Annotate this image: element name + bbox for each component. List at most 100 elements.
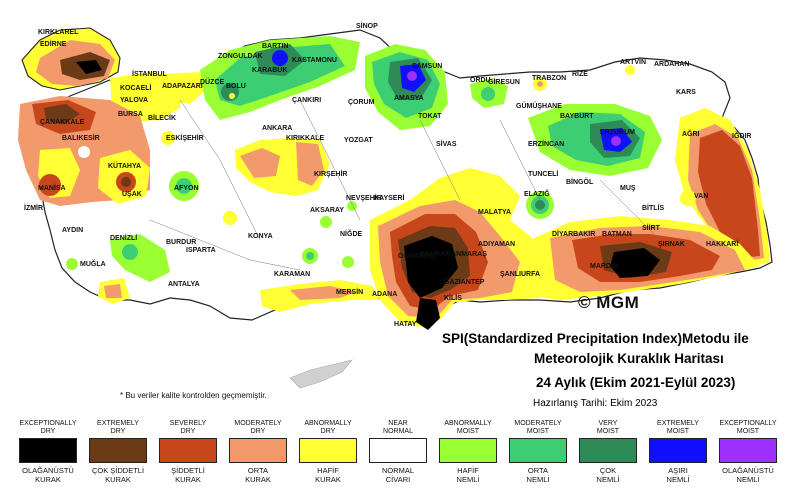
city-yalova: YALOVA [120, 97, 148, 104]
city-antalya: ANTALYA [168, 281, 200, 288]
city-nigde: NİĞDE [340, 229, 363, 238]
city-trabzon: TRABZON [532, 75, 566, 82]
city-cankiri: ÇANKIRI [292, 97, 321, 104]
city-rize: RİZE [572, 70, 588, 78]
city-bolu: BOLU [226, 83, 246, 90]
city-kilis: KİLİS [444, 294, 462, 302]
legend-en-label: MODERATELY MOIST [514, 420, 562, 435]
legend-item: VERY MOIST ÇOK NEMLİ [575, 414, 641, 484]
city-kirikkale: KIRIKKALE [286, 135, 324, 142]
region-moderately-moist-denizli [122, 244, 138, 260]
city-bilecik: BİLECİK [148, 114, 176, 122]
legend-en-label: EXTREMELY DRY [97, 420, 139, 435]
legend-en-label: VERY MOIST [596, 420, 620, 435]
city-kastamonu: KASTAMONU [292, 57, 337, 64]
legend-item: ABNORMALLY DRY HAFİF KURAK [295, 414, 361, 484]
legend-swatch [439, 438, 497, 463]
city-bayburt: BAYBURT [560, 113, 594, 120]
legend-tr-label: ÇOK NEMLİ [596, 466, 620, 484]
city-sinop: SİNOP [356, 22, 378, 30]
map-subtitle: Meteorolojik Kuraklık Haritası [534, 351, 724, 366]
legend-swatch [229, 438, 287, 463]
city-aydin: AYDIN [62, 227, 83, 234]
region-exceptionally-moist-erzurum [611, 136, 621, 146]
legend-item: ABNORMALLY MOIST HAFİF NEMLİ [435, 414, 501, 484]
city-ankara: ANKARA [262, 125, 292, 132]
city-kocaeli: KOCAELİ [120, 84, 152, 92]
legend-swatch [719, 438, 777, 463]
region-extremely-dry-canakkale [44, 104, 80, 124]
city-afyon: AFYON [174, 185, 199, 192]
region-near-normal-balikesir [78, 146, 90, 158]
quality-note: * Bu veriler kalite kontrolden geçmemişt… [120, 391, 267, 400]
region-abnormally-dry-central [223, 211, 237, 225]
region-moderately-moist-karaman [306, 252, 314, 260]
region-abnormally-moist-mugla [66, 258, 78, 270]
region-abnormally-moist-nigde [342, 256, 354, 268]
city-bitlis: BİTLİS [642, 204, 664, 212]
city-konya: KONYA [248, 233, 273, 240]
city-elazig: ELAZIĞ [524, 189, 550, 198]
city-denizli: DENİZLİ [110, 234, 137, 242]
city-burdur: BURDUR [166, 239, 196, 246]
city-ordu: ORDU [470, 77, 491, 84]
map-title: SPI(Standardized Precipitation Index)Met… [442, 331, 749, 346]
city-duzce: DÜZCE [200, 77, 224, 86]
legend-item: EXTREMELY DRY ÇOK ŞİDDETLİ KURAK [85, 414, 151, 484]
legend-item: EXCEPTIONALLY DRY OLAĞANÜSTÜ KURAK [15, 414, 81, 484]
legend-en-label: SEVERELY DRY [169, 420, 207, 435]
city-canakkale: ÇANAKKALE [40, 119, 85, 126]
province-boundaries [149, 99, 661, 271]
legend-swatch [19, 438, 77, 463]
legend-item: EXCEPTIONALLY MOIST OLAĞANÜSTÜ NEMLİ [715, 414, 781, 484]
city-batman: BATMAN [602, 231, 632, 238]
city-gumushane: GÜMÜŞHANE [516, 101, 562, 110]
region-abnormally-dry-eskisehir [161, 131, 175, 145]
region-abnormally-moist-nevsehir [347, 201, 357, 211]
city-labels: KIRKLAREL EDİRNE İSTANBUL SİNOP BARTIN Z… [24, 22, 751, 328]
region-abnormally-dry-adapazari [160, 72, 206, 104]
city-igdir: IĞDIR [732, 131, 751, 140]
legend-item: NEAR NORMAL NORMAL CİVARI [365, 414, 431, 484]
city-malatya: MALATYA [478, 209, 511, 216]
city-agri: AĞRI [682, 129, 700, 138]
region-abnormally-dry-bolu [229, 93, 235, 99]
legend-tr-label: ORTA NEMLİ [526, 466, 550, 484]
region-exceptionally-dry-hatay [416, 298, 440, 330]
city-sivas: SİVAS [436, 140, 457, 148]
city-samsun: SAMSUN [412, 63, 442, 70]
city-kutahya: KÜTAHYA [108, 161, 141, 170]
city-adapazari: ADAPAZARI [162, 83, 203, 90]
city-bartin: BARTIN [262, 43, 288, 50]
city-mus: MUŞ [620, 185, 636, 192]
city-edirne: EDİRNE [40, 40, 67, 48]
legend-swatch [89, 438, 147, 463]
city-artvin: ARTVİN [620, 58, 646, 66]
city-amasya: AMASYA [394, 95, 424, 102]
legend-tr-label: ŞİDDETLİ KURAK [171, 466, 205, 484]
legend-swatch [369, 438, 427, 463]
city-kirsehir: KIRŞEHİR [314, 170, 347, 178]
legend-en-label: NEAR NORMAL [383, 420, 413, 435]
city-tunceli: TUNCELİ [528, 170, 558, 178]
region-exceptionally-dry-thrace [76, 60, 102, 74]
city-kirklarel: KIRKLAREL [38, 29, 79, 36]
legend-en-label: ABNORMALLY DRY [304, 420, 352, 435]
region-abnormally-dry-van [680, 190, 696, 206]
city-manisa: MANİSA [38, 184, 66, 192]
region-moderately-dry-antalya-west [104, 284, 122, 298]
city-ardahan: ARDAHAN [654, 61, 689, 68]
city-kahramanmaras: KAHRAMANMARAŞ [420, 251, 487, 258]
region-abnormally-dry-artvin [625, 65, 635, 75]
city-kayseri: KAYSERİ [374, 194, 405, 202]
city-gaziantep: GAZİANTEP [444, 278, 485, 286]
city-tokat: TOKAT [418, 113, 442, 120]
city-karabuk: KARABÜK [252, 65, 287, 74]
city-erzincan: ERZİNCAN [528, 140, 564, 148]
region-moderately-dry-mersin [290, 286, 356, 300]
city-kars: KARS [676, 89, 696, 96]
legend-swatch [509, 438, 567, 463]
legend-tr-label: AŞIRI NEMLİ [666, 466, 690, 484]
city-bingol: BİNGÖL [566, 177, 594, 186]
legend-en-label: EXTREMELY MOIST [657, 420, 699, 435]
